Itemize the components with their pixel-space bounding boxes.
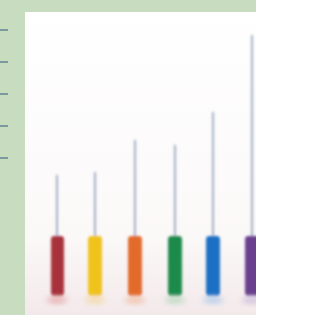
page — [0, 0, 256, 315]
photo-frame — [0, 0, 256, 315]
